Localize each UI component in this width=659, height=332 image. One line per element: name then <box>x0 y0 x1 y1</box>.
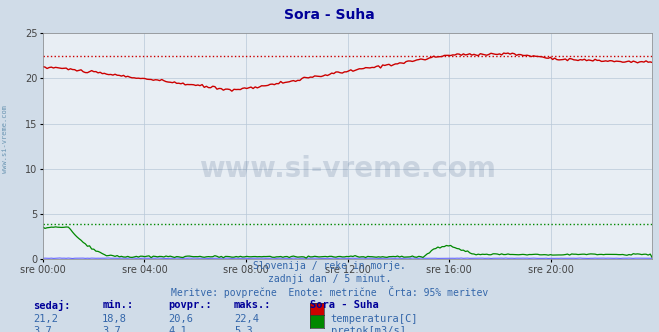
Text: www.si-vreme.com: www.si-vreme.com <box>2 106 9 173</box>
Text: 3,7: 3,7 <box>102 326 121 332</box>
Text: 5,3: 5,3 <box>234 326 252 332</box>
Text: povpr.:: povpr.: <box>168 300 212 310</box>
Text: Sora - Suha: Sora - Suha <box>310 300 378 310</box>
Text: 3,7: 3,7 <box>33 326 51 332</box>
Text: sedaj:: sedaj: <box>33 300 71 311</box>
Text: zadnji dan / 5 minut.: zadnji dan / 5 minut. <box>268 274 391 284</box>
Text: Slovenija / reke in morje.: Slovenija / reke in morje. <box>253 261 406 271</box>
Text: 21,2: 21,2 <box>33 314 58 324</box>
Text: pretok[m3/s]: pretok[m3/s] <box>331 326 406 332</box>
Text: www.si-vreme.com: www.si-vreme.com <box>199 155 496 183</box>
Text: 22,4: 22,4 <box>234 314 259 324</box>
Text: Meritve: povprečne  Enote: metrične  Črta: 95% meritev: Meritve: povprečne Enote: metrične Črta:… <box>171 286 488 298</box>
Text: min.:: min.: <box>102 300 133 310</box>
Text: temperatura[C]: temperatura[C] <box>331 314 418 324</box>
Text: 20,6: 20,6 <box>168 314 193 324</box>
Text: 4,1: 4,1 <box>168 326 186 332</box>
Text: Sora - Suha: Sora - Suha <box>284 8 375 22</box>
Text: maks.:: maks.: <box>234 300 272 310</box>
Text: 18,8: 18,8 <box>102 314 127 324</box>
